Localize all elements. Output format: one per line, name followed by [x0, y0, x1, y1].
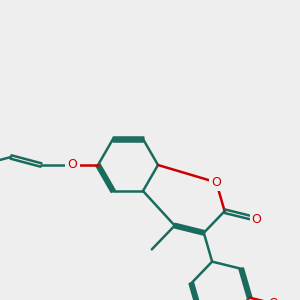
Text: O: O — [68, 158, 77, 172]
Text: O: O — [212, 176, 221, 189]
Text: O: O — [252, 213, 262, 226]
Text: O: O — [268, 297, 278, 300]
